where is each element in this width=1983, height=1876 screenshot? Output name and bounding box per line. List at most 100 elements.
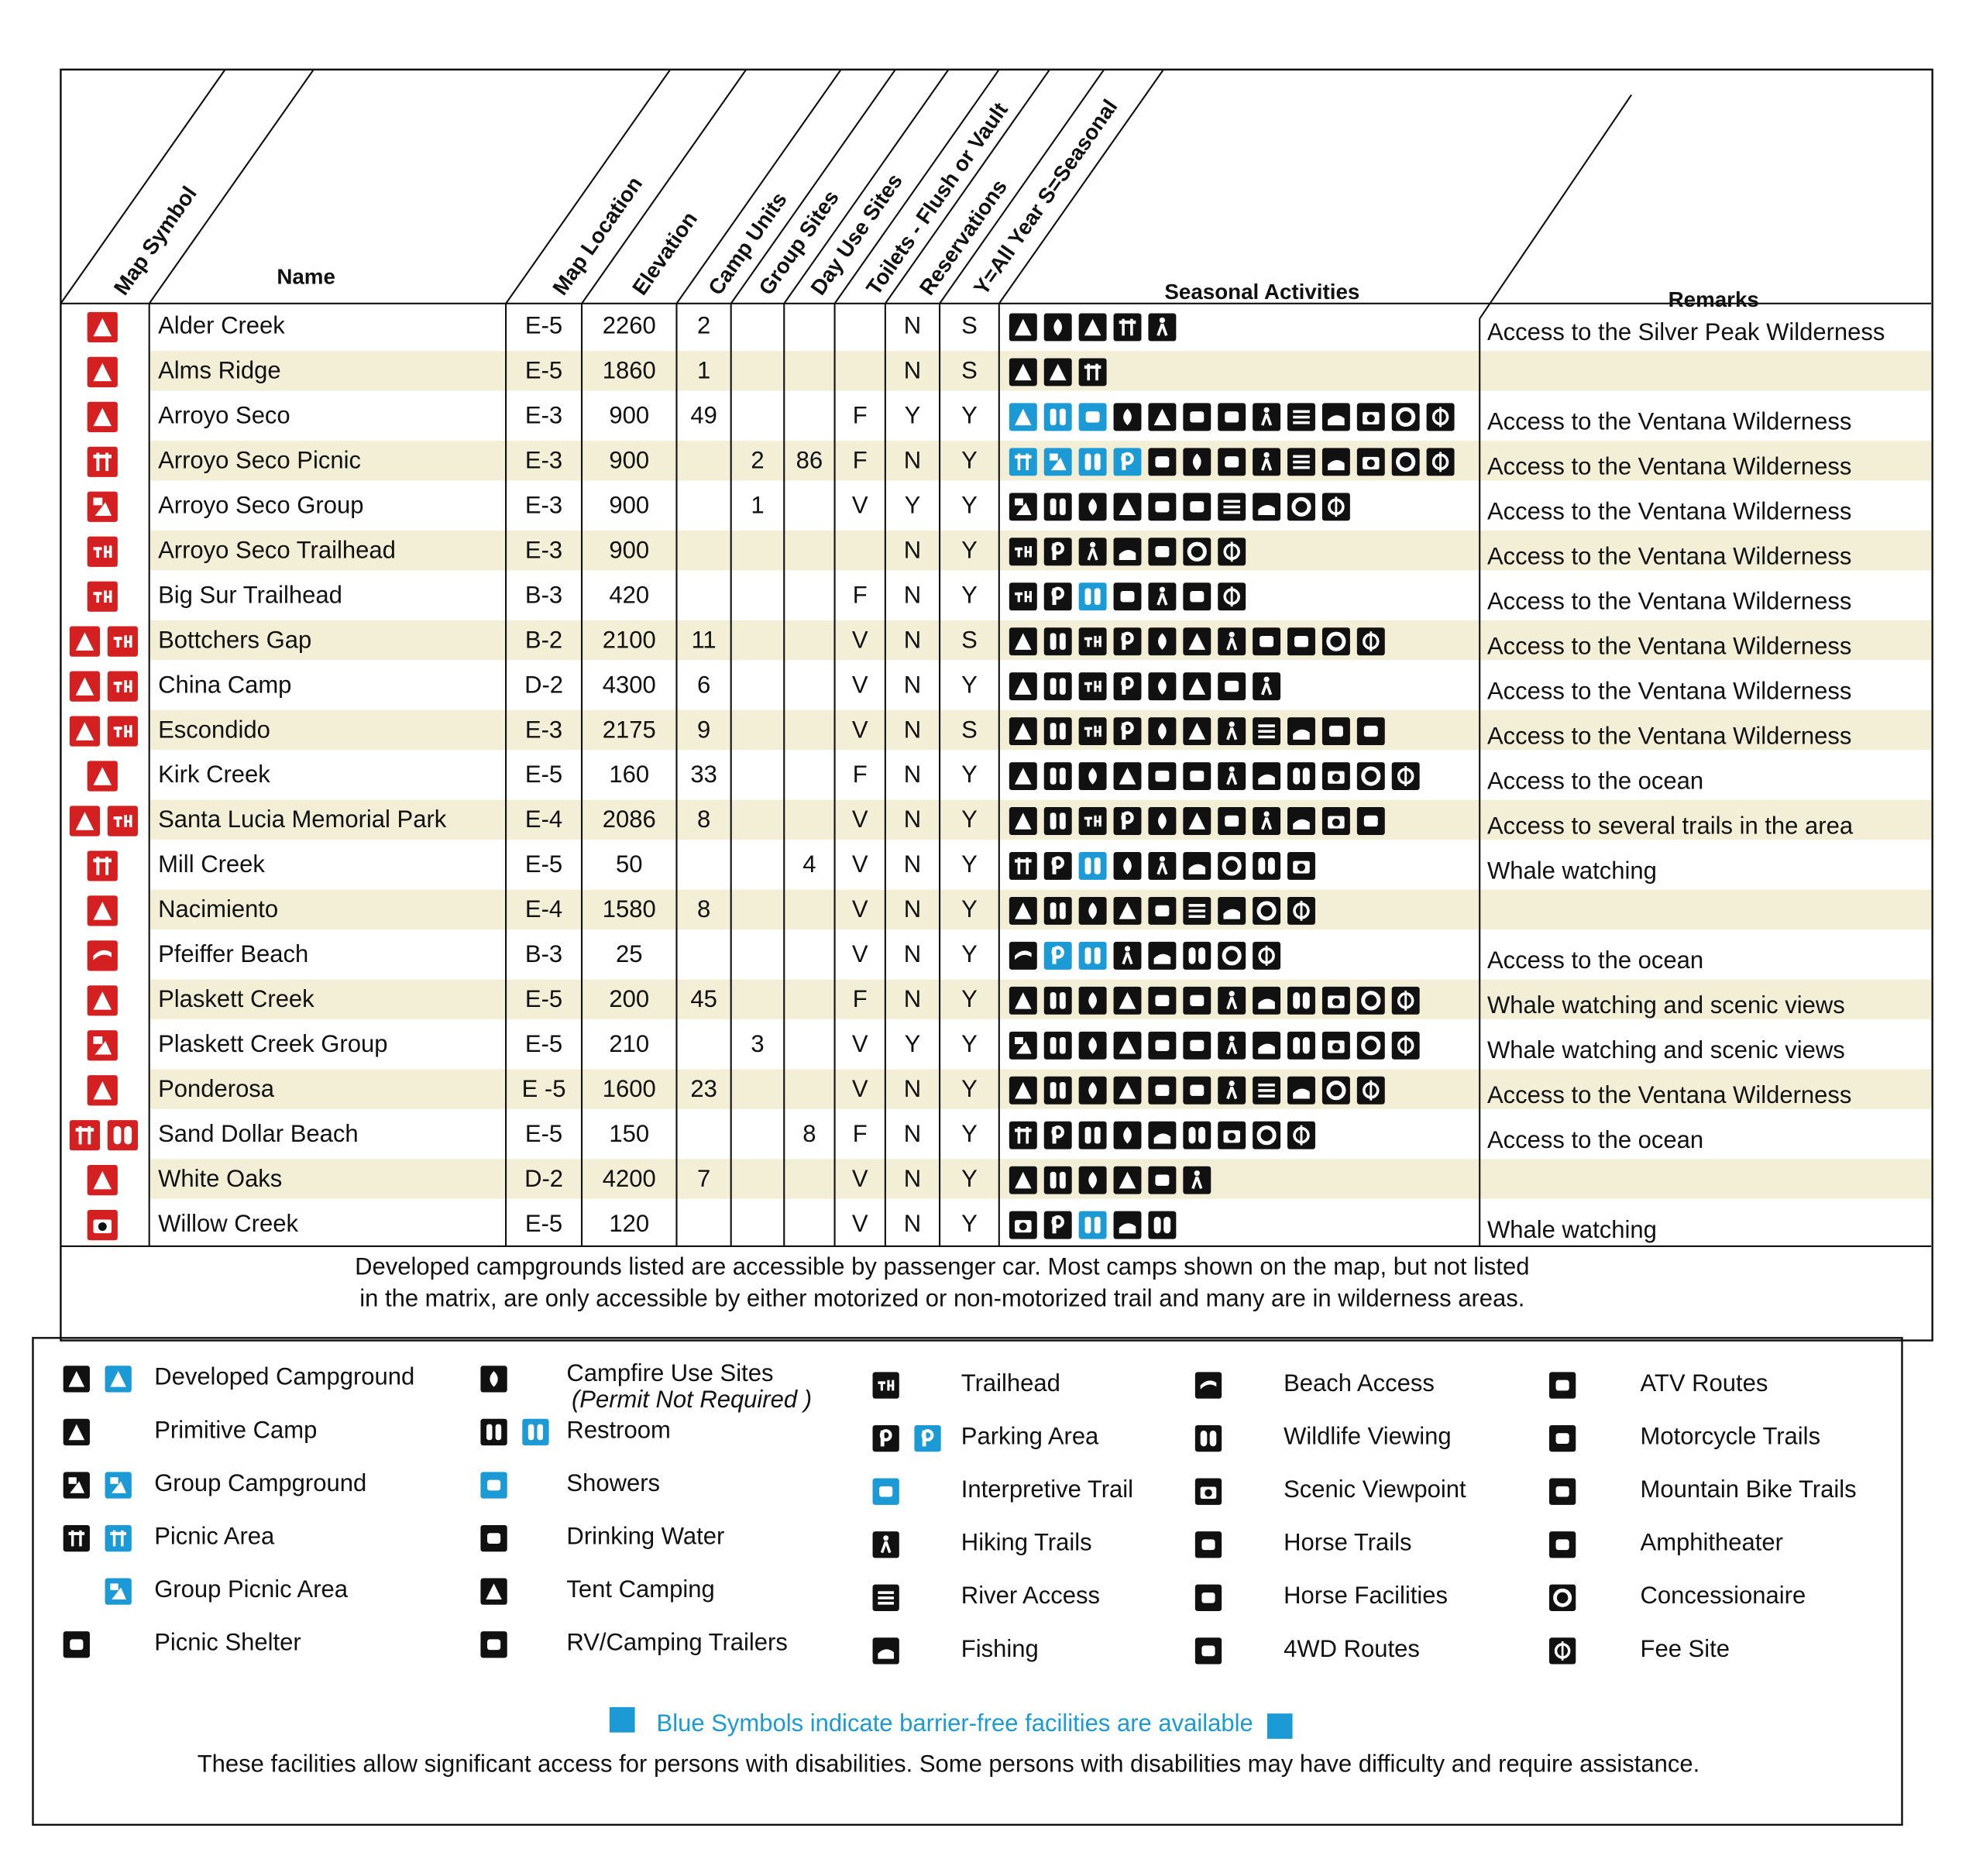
icon [1148,1121,1177,1149]
icon-glyph [1050,768,1057,785]
icon-glyph [1051,1215,1064,1228]
icon [1043,403,1072,431]
icon-glyph [1223,505,1240,509]
cell: V [852,940,868,967]
icon-glyph [95,502,112,517]
icon-glyph [1229,1081,1235,1087]
cell: 25 [616,940,642,967]
icon [87,536,118,567]
icon [1009,1211,1037,1239]
icon [1113,672,1142,701]
cell: Y [961,671,978,698]
icon-bg [1043,1031,1072,1060]
icon-glyph [1293,460,1310,464]
icon-glyph [1017,857,1021,874]
icon-glyph [1153,1216,1161,1234]
icon-bg [1043,986,1072,1015]
icon-glyph [1297,863,1306,871]
icon [1113,717,1142,746]
icon-glyph [1267,857,1275,874]
cell: Y [961,761,978,788]
icon-glyph [1050,457,1067,471]
icon [1009,538,1037,566]
icon-glyph [1156,862,1168,875]
cell: Y [961,806,978,833]
icon [872,1424,899,1452]
icon [1078,1121,1107,1149]
disability-note: These facilities allow significant acces… [198,1750,1700,1777]
cell: Y [905,491,921,518]
icon-glyph [75,812,95,830]
column-header: Seasonal Activities [1164,280,1359,304]
cell: 4 [802,850,816,878]
legend-label: Trailhead [961,1369,1060,1397]
icon-glyph [1051,946,1064,959]
icon-bg [1043,1076,1072,1105]
icon-glyph [1084,857,1091,874]
site-name: Big Sur Trailhead [158,581,342,608]
icon [1113,1166,1142,1194]
icon-glyph [1059,498,1066,516]
icon-glyph [93,858,112,863]
icon-glyph [1088,902,1097,919]
column-header: Map Symbol [109,182,201,300]
icon-bg [1078,807,1107,835]
site-name: Nacimiento [158,895,278,923]
icon-glyph [1258,504,1275,516]
icon [1287,807,1315,835]
cell: 1600 [603,1075,656,1102]
icon-glyph [1084,1126,1091,1144]
cell: N [904,761,921,788]
icon-glyph [1019,1222,1027,1231]
cell: 210 [609,1030,649,1057]
header-diagonal [730,69,896,304]
icon [1321,627,1350,656]
icon-glyph [96,857,100,875]
icon-glyph [1015,768,1032,785]
icon-glyph [1229,631,1235,637]
icon-glyph [1059,813,1066,830]
icon-glyph [104,596,112,599]
icon [1113,1076,1142,1105]
icon-glyph [1087,637,1090,648]
legend-label: Picnic Shelter [154,1629,301,1656]
icon-bg [1078,941,1107,970]
icon-glyph [1205,1489,1212,1497]
header-diagonal [884,69,1050,304]
icon-glyph [1155,546,1170,558]
cell: N [904,357,921,384]
icon-glyph [1094,685,1101,688]
remark: Access to the ocean [1487,947,1703,974]
cell: 6 [697,671,710,698]
icon [69,1120,100,1151]
icon [1183,807,1211,835]
icon-bg [87,446,118,477]
icon [1253,1076,1281,1105]
icon [1009,1076,1037,1105]
cell: E-5 [525,850,562,878]
icon [1183,851,1211,880]
icon [1287,1031,1315,1060]
remark: Whale watching [1487,857,1657,884]
icon-glyph [1051,856,1064,869]
icon [1253,896,1281,925]
site-name: Plaskett Creek [158,985,314,1012]
icon-glyph [93,454,112,459]
icon [1113,807,1142,835]
icon [1183,1076,1211,1105]
icon [1148,448,1177,476]
icon-bg [1321,1076,1350,1105]
icon [63,1631,90,1658]
icon [1078,717,1107,746]
site-name: Arroyo Seco Group [158,491,363,518]
icon-glyph [1158,723,1167,740]
icon [87,491,118,522]
icon-glyph [96,592,99,603]
cell: Y [961,1030,978,1057]
icon-glyph [1370,1080,1373,1101]
icon [1148,851,1177,880]
cell: E-3 [525,402,562,429]
icon-bg [1218,851,1246,880]
table-frame [60,68,1933,1342]
icon [1194,1372,1222,1399]
